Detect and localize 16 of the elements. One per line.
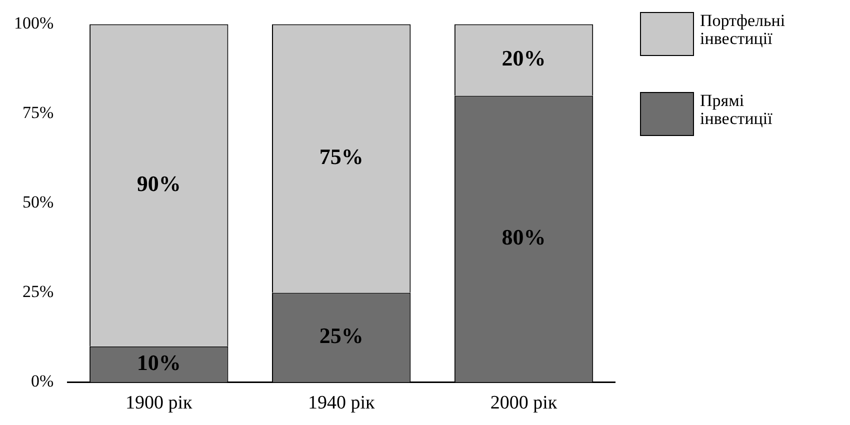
y-tick-label: 75% [22, 103, 54, 122]
data-label: 25% [319, 323, 364, 348]
data-label: 10% [136, 350, 181, 375]
x-tick-label: 1900 рік [126, 392, 194, 414]
data-label: 75% [319, 144, 364, 170]
y-tick-label: 25% [22, 282, 54, 302]
data-label: 90% [136, 170, 181, 196]
data-label: 20% [502, 46, 546, 71]
y-tick-label: 50% [22, 192, 54, 212]
text: Портфельні інвестиції [700, 11, 786, 48]
x-tick-label: 1940 рік [308, 392, 376, 414]
data-label: 80% [502, 224, 546, 250]
y-tick-label: 100% [14, 14, 54, 33]
y-tick-label: 0% [30, 372, 54, 391]
x-tick-label: 2000 рік [490, 392, 558, 414]
text: Прямі інвестиції [700, 91, 774, 128]
